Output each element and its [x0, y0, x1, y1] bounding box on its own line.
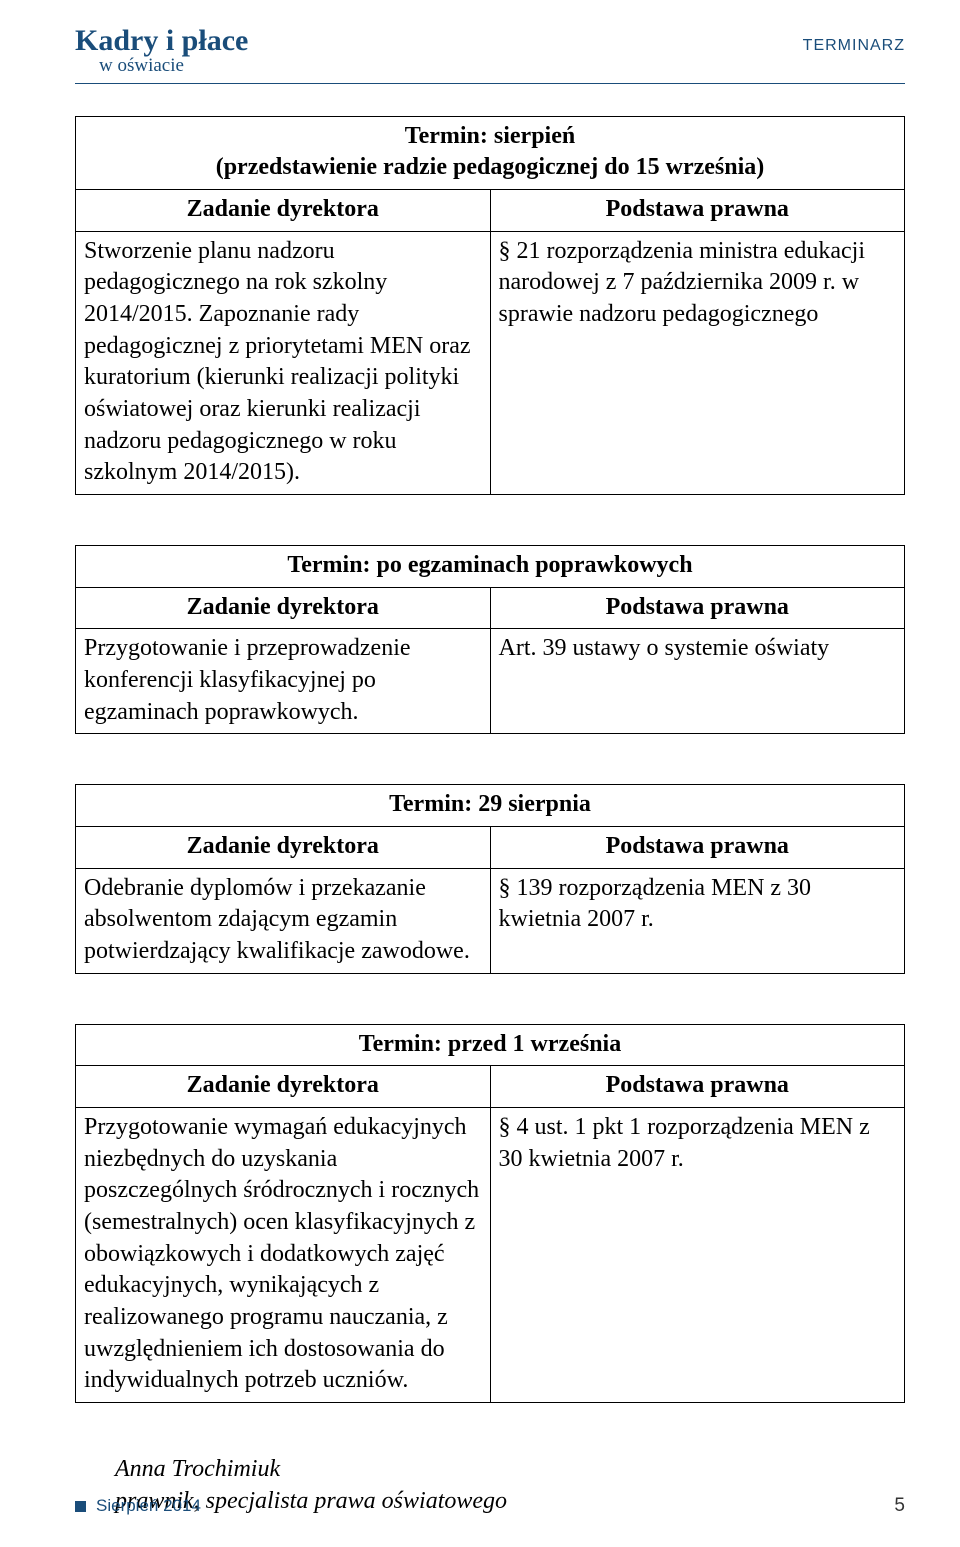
schedule-table-2: Termin: po egzaminach poprawkowych Zadan…	[75, 545, 905, 734]
termin-cell: Termin: po egzaminach poprawkowych	[76, 545, 905, 587]
body-right: § 4 ust. 1 pkt 1 rozporządzenia MEN z 30…	[490, 1107, 905, 1402]
body-left: Przygotowanie wymagań edukacyjnych niezb…	[76, 1107, 491, 1402]
body-right: § 139 rozporządzenia MEN z 30 kwietnia 2…	[490, 868, 905, 973]
page-footer: Sierpień 2014 5	[75, 1495, 905, 1517]
header-left: Zadanie dyrektora	[76, 189, 491, 231]
header-left: Zadanie dyrektora	[76, 587, 491, 629]
termin-cell: Termin: sierpień (przedstawienie radzie …	[76, 116, 905, 189]
schedule-table-1: Termin: sierpień (przedstawienie radzie …	[75, 116, 905, 495]
brand-subtitle: w oświacie	[99, 55, 248, 77]
square-icon	[75, 1501, 86, 1512]
header-rule	[75, 83, 905, 84]
brand-title: Kadry i płace	[75, 25, 248, 57]
header-right: Podstawa prawna	[490, 189, 905, 231]
body-left: Przygotowanie i przeprowadzenie konferen…	[76, 629, 491, 734]
schedule-table-4: Termin: przed 1 września Zadanie dyrekto…	[75, 1024, 905, 1403]
termin-cell: Termin: przed 1 września	[76, 1024, 905, 1066]
header-left: Zadanie dyrektora	[76, 826, 491, 868]
body-left: Odebranie dyplomów i przekazanie absolwe…	[76, 868, 491, 973]
author-name: Anna Trochimiuk	[115, 1453, 905, 1485]
body-right: Art. 39 ustawy o systemie oświaty	[490, 629, 905, 734]
section-label: TERMINARZ	[803, 25, 905, 55]
header-right: Podstawa prawna	[490, 826, 905, 868]
brand-block: Kadry i płace w oświacie	[75, 25, 248, 77]
body-right: § 21 rozporządzenia ministra edukacji na…	[490, 231, 905, 494]
footer-issue: Sierpień 2014	[96, 1496, 201, 1516]
footer-left: Sierpień 2014	[75, 1496, 201, 1516]
termin-cell: Termin: 29 sierpnia	[76, 785, 905, 827]
page-header: Kadry i płace w oświacie TERMINARZ	[75, 25, 905, 77]
header-left: Zadanie dyrektora	[76, 1066, 491, 1108]
header-right: Podstawa prawna	[490, 1066, 905, 1108]
schedule-table-3: Termin: 29 sierpnia Zadanie dyrektora Po…	[75, 784, 905, 973]
header-right: Podstawa prawna	[490, 587, 905, 629]
body-left: Stworzenie planu nadzoru pedagogicznego …	[76, 231, 491, 494]
footer-page-number: 5	[894, 1495, 905, 1517]
